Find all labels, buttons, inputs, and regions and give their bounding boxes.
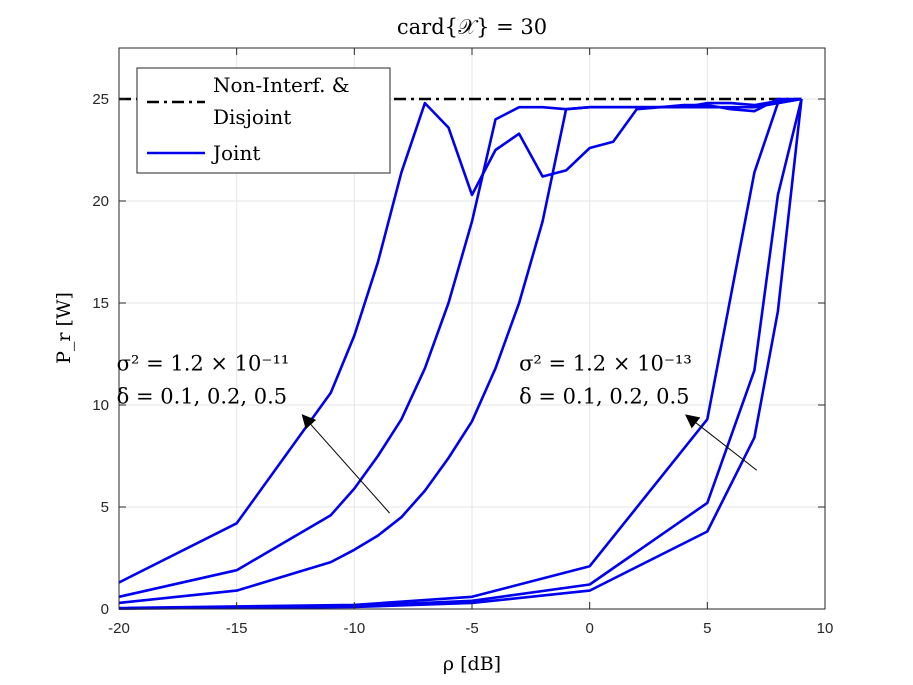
x-tick-label-1: -15 xyxy=(226,620,248,637)
x-tick-label-2: -10 xyxy=(343,620,365,637)
annotation-right-line1: σ² = 1.2 × 10⁻¹³ xyxy=(519,351,692,375)
y-tick-label-2: 10 xyxy=(92,397,109,414)
legend-label-joint: Joint xyxy=(211,141,260,165)
x-tick-label-3: -5 xyxy=(465,620,478,637)
y-axis-label: P_r [W] xyxy=(53,292,75,364)
legend: Non-Interf. & Disjoint Joint xyxy=(136,67,391,174)
x-tick-label-5: 5 xyxy=(703,620,711,637)
series-line-3 xyxy=(118,97,802,610)
series-line-0 xyxy=(118,97,802,584)
series-layer xyxy=(118,97,803,610)
y-tick-label-5: 25 xyxy=(92,91,109,108)
annotation-arrow-right xyxy=(685,414,758,471)
annotation-left-line1: σ² = 1.2 × 10⁻¹¹ xyxy=(117,351,290,375)
annotation-right-line2: δ = 0.1, 0.2, 0.5 xyxy=(519,384,689,408)
x-axis-label: ρ [dB] xyxy=(443,653,501,675)
annotation-left-line2: δ = 0.1, 0.2, 0.5 xyxy=(117,384,287,408)
legend-label-reference-2: Disjoint xyxy=(213,105,291,129)
x-tick-label-6: 10 xyxy=(817,620,834,637)
legend-box xyxy=(136,67,391,174)
y-tick-label-1: 5 xyxy=(101,499,109,516)
annotations: σ² = 1.2 × 10⁻¹¹ δ = 0.1, 0.2, 0.5 σ² = 1.… xyxy=(117,351,758,514)
x-tick-label-4: 0 xyxy=(585,620,593,637)
y-tick-label-0: 0 xyxy=(101,601,109,618)
series-line-2 xyxy=(118,97,802,605)
y-tick-label-3: 15 xyxy=(92,295,109,312)
series-line-5 xyxy=(118,98,803,610)
y-tick-label-4: 20 xyxy=(92,193,109,210)
annotation-arrow-left xyxy=(301,414,391,514)
chart-title: card{𝒳} = 30 xyxy=(397,15,547,39)
legend-label-reference-1: Non-Interf. & xyxy=(213,73,350,97)
ticks: -20 -15 -10 -5 0 5 10 0 5 10 15 20 25 xyxy=(92,48,833,637)
x-tick-label-0: -20 xyxy=(108,620,130,637)
